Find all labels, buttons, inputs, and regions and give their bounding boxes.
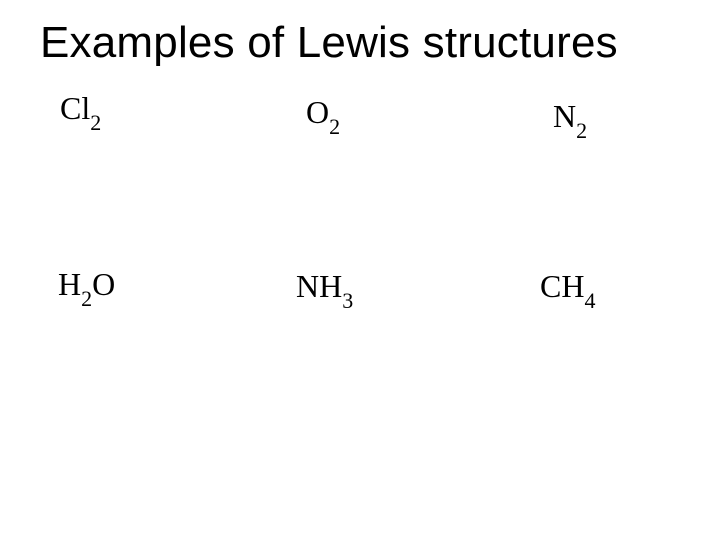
formula-ch4: CH4 [540,270,595,308]
formula-cl2-base: Cl [60,90,90,126]
formula-nh3-sub: 3 [342,288,353,313]
formula-n2-sub: 2 [576,118,587,143]
formula-o2: O2 [306,96,340,134]
formula-o2-base: O [306,94,329,130]
formula-n2: N2 [553,100,587,138]
formula-cl2: Cl2 [60,92,101,130]
formula-ch4-base: CH [540,268,584,304]
formula-h2o: H2O [58,268,115,306]
formula-nh3-base: NH [296,268,342,304]
slide: Examples of Lewis structures Cl2 O2 N2 H… [0,0,720,540]
formula-o2-sub: 2 [329,114,340,139]
formula-nh3: NH3 [296,270,353,308]
page-title: Examples of Lewis structures [40,18,618,68]
formula-h2o-sub: 2 [81,286,92,311]
formula-h2o-o: O [92,266,115,302]
formula-n2-base: N [553,98,576,134]
formula-cl2-sub: 2 [90,110,101,135]
formula-h2o-h: H [58,266,81,302]
formula-ch4-sub: 4 [584,288,595,313]
